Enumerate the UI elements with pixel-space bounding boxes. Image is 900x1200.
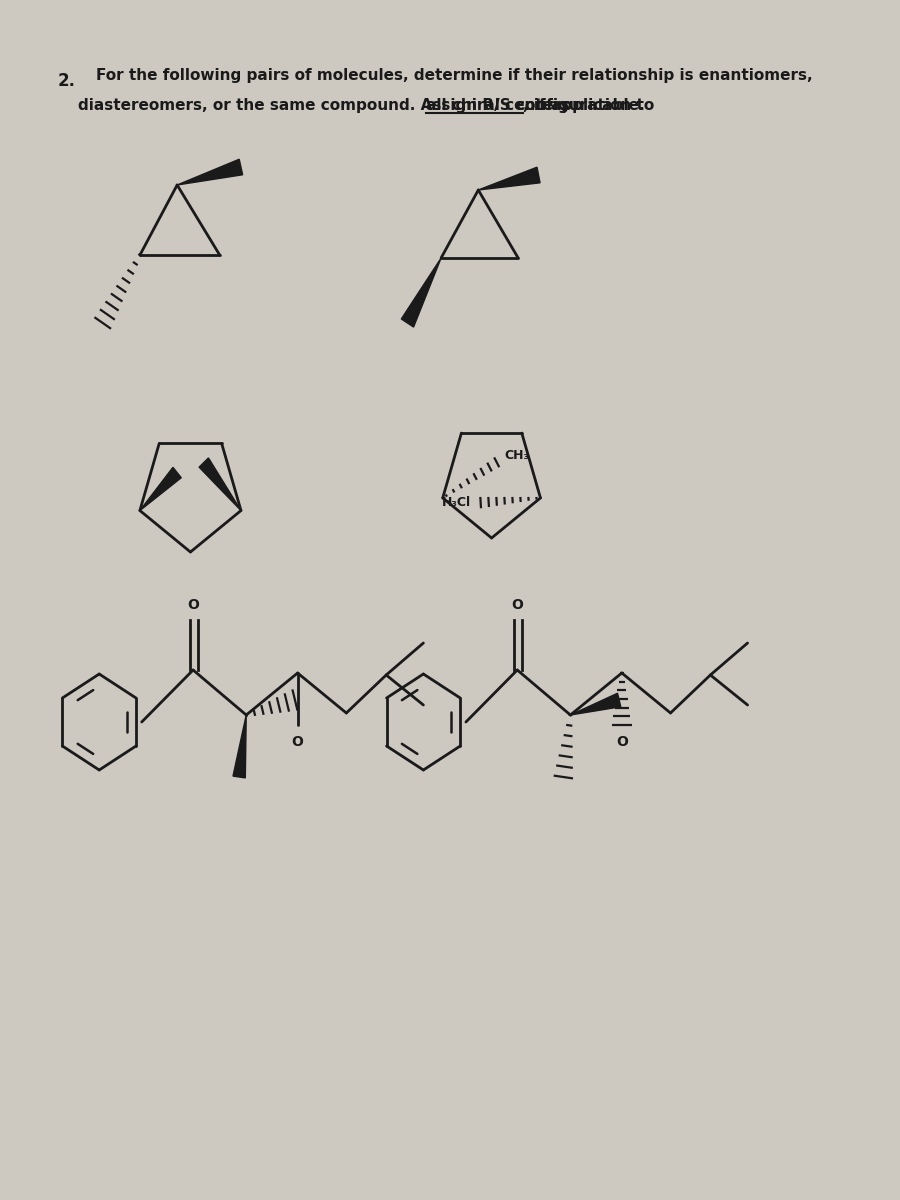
- Text: O: O: [187, 598, 199, 612]
- Text: O: O: [292, 734, 303, 749]
- Text: 2.: 2.: [58, 72, 76, 90]
- Polygon shape: [478, 167, 540, 190]
- Text: CH₃: CH₃: [505, 450, 530, 462]
- Polygon shape: [571, 694, 621, 715]
- Polygon shape: [401, 258, 441, 328]
- Text: all chiral centers: all chiral centers: [427, 98, 570, 113]
- Polygon shape: [140, 467, 181, 510]
- Polygon shape: [199, 458, 241, 510]
- Polygon shape: [177, 160, 243, 185]
- Text: O: O: [511, 598, 523, 612]
- Text: H₃Cl: H₃Cl: [442, 497, 472, 510]
- Text: diastereomers, or the same compound. Assign R/S configuration to: diastereomers, or the same compound. Ass…: [78, 98, 660, 113]
- Text: O: O: [616, 734, 627, 749]
- Text: For the following pairs of molecules, determine if their relationship is enantio: For the following pairs of molecules, de…: [95, 68, 813, 83]
- Polygon shape: [233, 715, 247, 778]
- Text: , if applicable.: , if applicable.: [523, 98, 644, 113]
